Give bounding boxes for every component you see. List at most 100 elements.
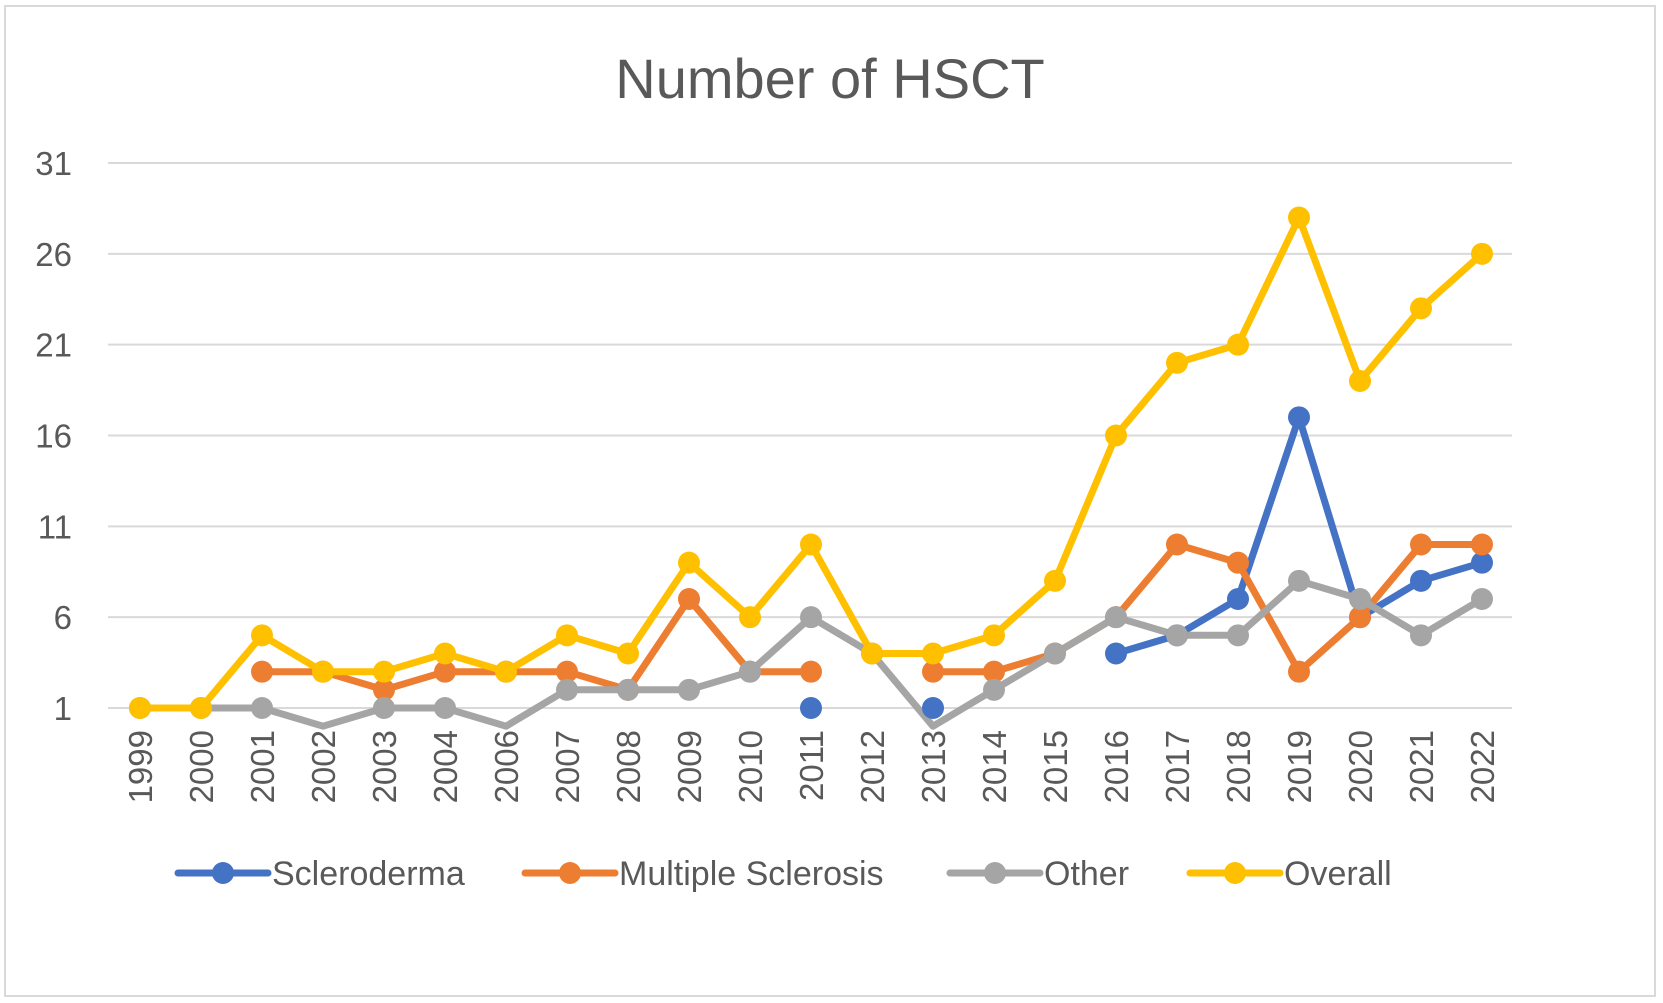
data-point-scleroderma — [800, 697, 822, 719]
data-point-other — [983, 678, 1005, 701]
x-tick-label: 2004 — [427, 730, 464, 803]
data-point-overall — [678, 551, 700, 574]
x-tick-label: 2007 — [549, 730, 586, 803]
data-point-other — [556, 678, 578, 701]
x-tick-label: 2008 — [610, 730, 647, 803]
x-tick-label: 2009 — [671, 730, 708, 803]
data-point-overall — [373, 660, 395, 683]
data-point-multiple-sclerosis — [800, 660, 822, 683]
y-tick-label: 6 — [54, 599, 72, 636]
chart-frame — [4, 5, 1656, 997]
x-tick-label: 2012 — [854, 730, 891, 803]
series-line-multiple-sclerosis — [258, 541, 1486, 694]
data-point-scleroderma — [1410, 569, 1432, 592]
data-point-scleroderma — [1288, 406, 1310, 429]
y-tick-label: 16 — [35, 418, 72, 455]
x-tick-label: 2002 — [305, 730, 342, 803]
data-point-overall — [739, 606, 761, 629]
x-tick-label: 1999 — [122, 730, 159, 803]
legend-swatch-marker — [984, 862, 1006, 884]
data-point-overall — [617, 642, 639, 665]
data-point-other — [1044, 642, 1066, 665]
chart-title: Number of HSCT — [615, 47, 1044, 110]
legend-label: Scleroderma — [272, 855, 465, 893]
legend-item-multiple-sclerosis: Multiple Sclerosis — [521, 855, 884, 893]
data-point-overall — [1166, 351, 1188, 374]
data-point-overall — [556, 624, 578, 647]
x-tick-label: 2003 — [366, 730, 403, 803]
data-point-multiple-sclerosis — [251, 660, 273, 683]
data-point-other — [617, 678, 639, 701]
data-point-scleroderma — [1471, 551, 1493, 574]
data-point-other — [1105, 606, 1127, 629]
y-tick-label: 1 — [54, 690, 72, 727]
x-tick-label: 2015 — [1037, 730, 1074, 803]
data-point-overall — [1471, 242, 1493, 265]
data-point-multiple-sclerosis — [922, 660, 944, 683]
data-point-overall — [1410, 297, 1432, 320]
legend-label: Multiple Sclerosis — [619, 855, 884, 893]
data-point-other — [678, 678, 700, 701]
data-point-scleroderma — [922, 697, 944, 719]
data-point-scleroderma — [1105, 642, 1127, 665]
data-point-scleroderma — [1227, 588, 1249, 610]
data-point-other — [1166, 624, 1188, 647]
series-markers — [129, 206, 1493, 719]
x-tick-label: 2006 — [488, 730, 525, 803]
legend-swatch-marker — [559, 862, 581, 884]
x-tick-label: 2020 — [1342, 730, 1379, 803]
data-point-overall — [434, 642, 456, 665]
data-point-overall — [1288, 206, 1310, 229]
data-point-overall — [495, 660, 517, 683]
legend-swatch-marker — [212, 862, 234, 884]
data-point-multiple-sclerosis — [1410, 533, 1432, 556]
x-tick-label: 2018 — [1220, 730, 1257, 803]
legend-swatch-marker — [1224, 862, 1246, 884]
data-point-other — [434, 697, 456, 719]
x-tick-label: 2021 — [1403, 730, 1440, 803]
data-point-overall — [129, 697, 151, 719]
data-point-other — [251, 697, 273, 719]
data-point-multiple-sclerosis — [1349, 606, 1371, 629]
y-tick-label: 21 — [35, 327, 72, 364]
x-tick-label: 2013 — [915, 730, 952, 803]
y-tick-label: 31 — [35, 145, 72, 182]
x-axis-ticks: 1999 2000 2001 2002 2003 2004 2006 2007 2008 2009… — [122, 730, 1501, 803]
data-point-multiple-sclerosis — [983, 660, 1005, 683]
data-point-multiple-sclerosis — [1288, 660, 1310, 683]
x-tick-label: 2000 — [183, 730, 220, 803]
data-point-other — [1349, 588, 1371, 610]
data-point-overall — [1227, 333, 1249, 356]
y-tick-label: 26 — [35, 236, 72, 273]
data-point-overall — [861, 642, 883, 665]
data-point-multiple-sclerosis — [678, 588, 700, 610]
data-point-overall — [800, 533, 822, 556]
x-tick-label: 2011 — [793, 730, 830, 801]
data-point-overall — [251, 624, 273, 647]
legend-item-overall: Overall — [1186, 855, 1392, 893]
x-tick-label: 2001 — [244, 730, 281, 803]
data-point-multiple-sclerosis — [1166, 533, 1188, 556]
data-point-other — [800, 606, 822, 629]
data-point-other — [1227, 624, 1249, 647]
data-point-multiple-sclerosis — [1471, 533, 1493, 556]
series-lines — [136, 214, 1486, 730]
data-point-other — [373, 697, 395, 719]
data-point-overall — [312, 660, 334, 683]
data-point-other — [1410, 624, 1432, 647]
x-tick-label: 2017 — [1159, 730, 1196, 803]
x-tick-label: 2019 — [1281, 730, 1318, 803]
data-point-overall — [1349, 370, 1371, 392]
legend: Scleroderma Multiple Sclerosis Other Overal… — [174, 855, 1392, 893]
x-tick-label: 2010 — [732, 730, 769, 803]
data-point-overall — [922, 642, 944, 665]
legend-label: Other — [1044, 855, 1129, 893]
data-point-multiple-sclerosis — [1227, 551, 1249, 574]
data-point-multiple-sclerosis — [556, 660, 578, 683]
data-point-multiple-sclerosis — [434, 660, 456, 683]
legend-item-scleroderma: Scleroderma — [174, 855, 465, 893]
x-tick-label: 2022 — [1464, 730, 1501, 803]
data-point-overall — [190, 697, 212, 719]
legend-item-other: Other — [946, 855, 1129, 893]
